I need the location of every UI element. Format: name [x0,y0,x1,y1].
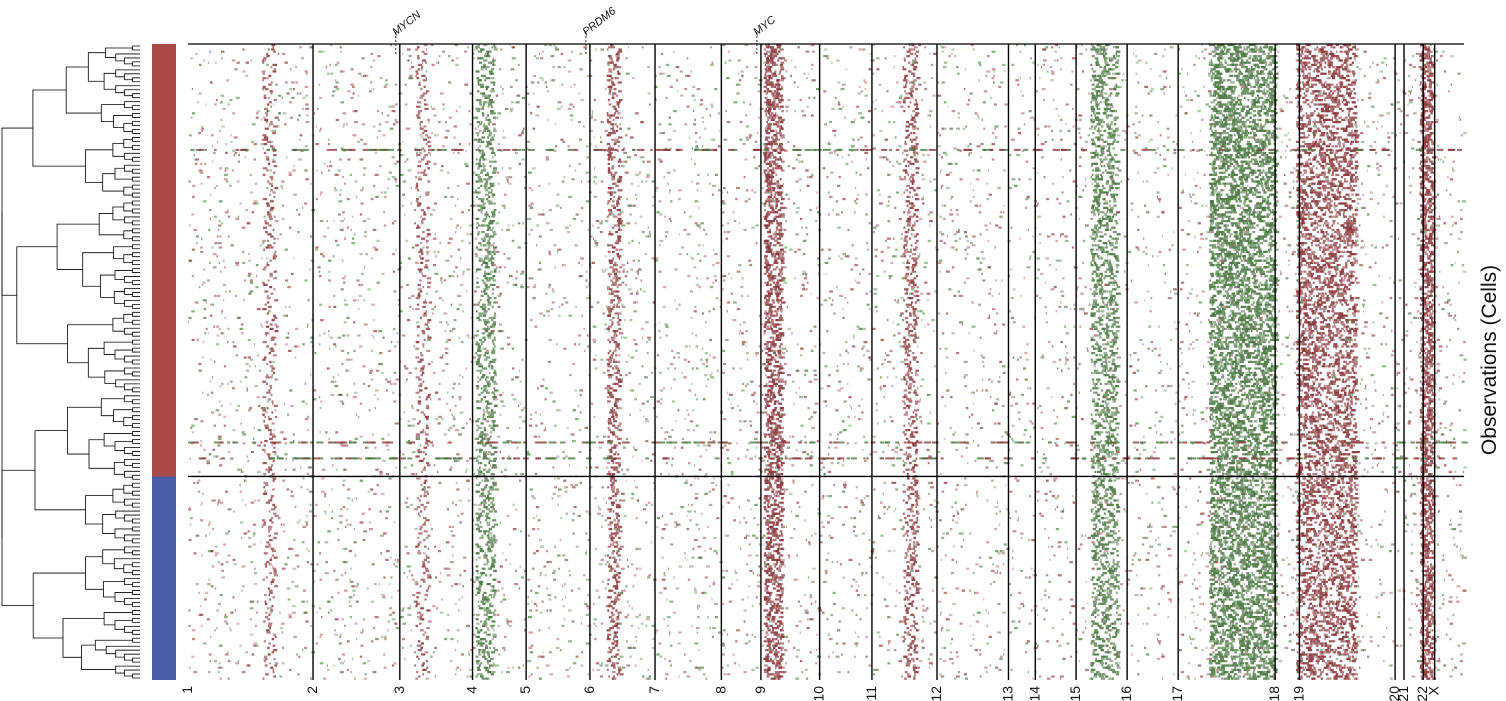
chromosome-label-9: 9 [752,686,768,694]
chromosome-label-4: 4 [464,686,480,694]
chromosome-label-6: 6 [581,686,597,694]
group-bar-1 [152,44,176,476]
chromosome-label-5: 5 [517,686,533,694]
chromosome-label-3: 3 [391,686,407,694]
y-axis-label: Observations (Cells) [1478,265,1501,455]
chromosome-label-21: 21 [1395,686,1411,701]
chromosome-label-2: 2 [304,686,320,694]
group-bar-2 [152,476,176,680]
cell-dendrogram [2,46,140,678]
chromosome-label-11: 11 [863,686,879,701]
group-annotation-bar [152,44,176,680]
chromosome-label-1: 1 [179,686,195,694]
chromosome-label-18: 18 [1266,686,1282,701]
chromosome-label-7: 7 [646,686,662,694]
chromosome-label-X: X [1426,685,1442,695]
chromosome-label-15: 15 [1067,686,1083,701]
chromosome-label-19: 19 [1290,686,1306,701]
chromosome-label-16: 16 [1118,686,1134,701]
chromosome-label-14: 14 [1026,686,1042,701]
gene-label-MYCN: MYCN [390,9,423,38]
chromosome-label-17: 17 [1169,686,1185,701]
chromosome-label-10: 10 [811,686,827,701]
chromosome-label-13: 13 [999,686,1015,701]
chromosome-label-12: 12 [928,686,944,701]
chromosome-label-8: 8 [712,686,728,694]
gene-label-PRDM6: PRDM6 [580,5,618,39]
gene-label-MYC: MYC [751,14,778,39]
